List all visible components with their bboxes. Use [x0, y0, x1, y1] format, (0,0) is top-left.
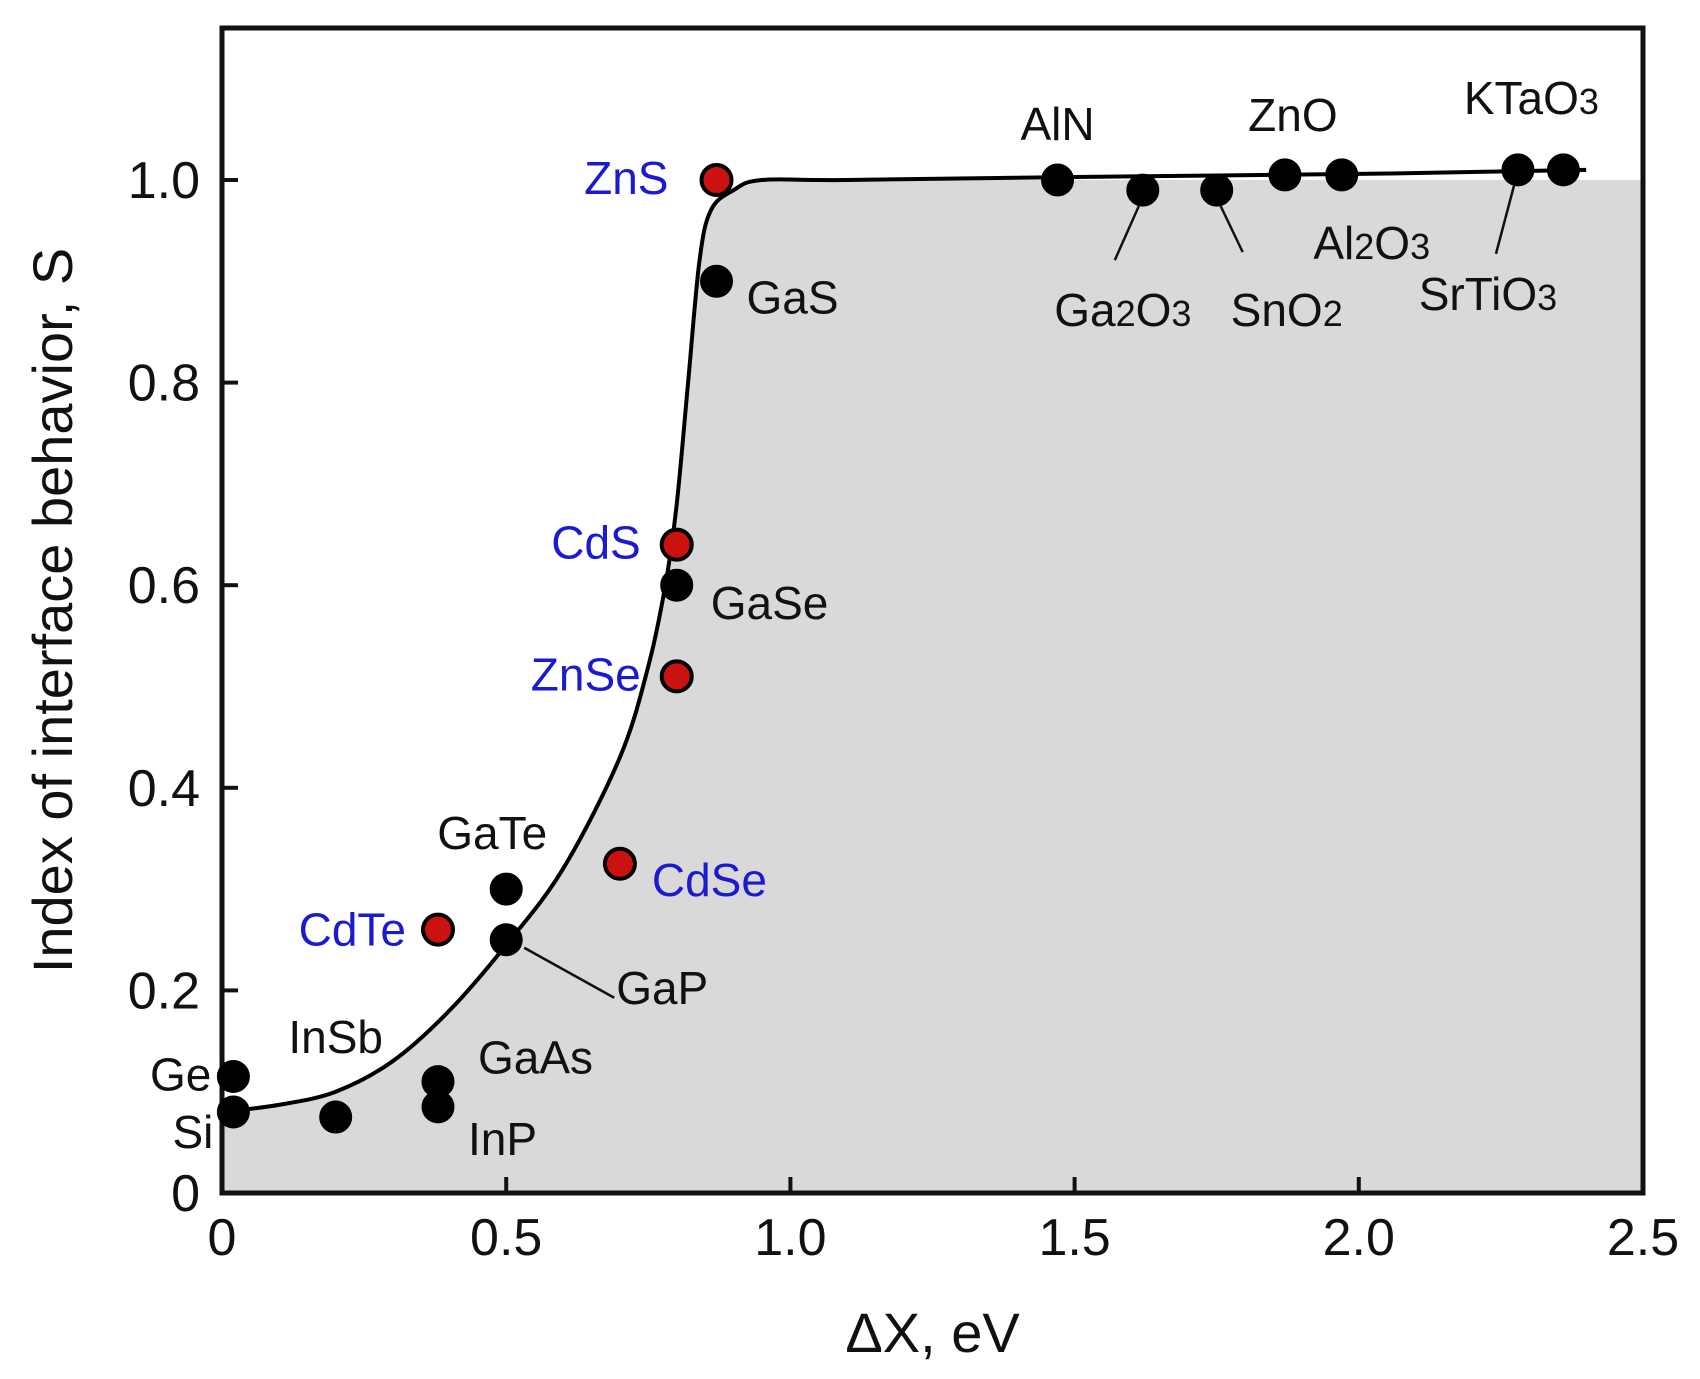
- point-gas: [700, 264, 734, 298]
- x-tick-label: 0.5: [470, 1209, 542, 1267]
- y-tick-label: 0.2: [128, 962, 200, 1020]
- x-tick-label: 2.5: [1607, 1209, 1679, 1267]
- point-cdse: [602, 846, 637, 881]
- x-axis-title: ΔX, eV: [845, 1301, 1020, 1364]
- point-ktao3: [1546, 153, 1580, 187]
- point-ga2o3: [1126, 173, 1160, 207]
- point-znse: [659, 659, 694, 694]
- point-label-gas: GaS: [747, 271, 839, 323]
- point-zns: [699, 163, 734, 197]
- point-gase: [660, 568, 694, 602]
- leader-lines-layer: [523, 185, 1516, 999]
- point-aln: [1041, 163, 1075, 197]
- point-label-cdse: CdSe: [652, 854, 767, 906]
- point-label-sno2: SnO2: [1231, 284, 1343, 336]
- data-points-layer: [216, 153, 1580, 1134]
- point-label-gaas: GaAs: [478, 1032, 593, 1084]
- point-cds: [659, 527, 694, 562]
- point-label-inp: InP: [468, 1113, 537, 1165]
- point-label-ga2o3: Ga2O3: [1054, 284, 1191, 336]
- y-tick-label: 0.4: [128, 760, 200, 818]
- point-label-gate: GaTe: [437, 807, 547, 859]
- point-label-cds: CdS: [551, 517, 640, 569]
- leader-line-gap: [523, 946, 615, 999]
- leader-line-sno2: [1219, 205, 1244, 253]
- x-tick-label: 1.0: [754, 1209, 826, 1267]
- axis-ticks-layer: 0 0.5 1.0 1.5 2.0 2.5 0 0.2 0.4 0.6 0.8 1.0: [128, 152, 1679, 1267]
- point-cdte: [420, 912, 455, 947]
- shaded-region-layer: [222, 180, 1643, 1193]
- point-srtio3: [1501, 153, 1535, 187]
- point-sno2: [1200, 173, 1234, 207]
- point-label-srtio3: SrTiO3: [1419, 268, 1557, 320]
- y-axis-title: Index of interface behavior, S: [21, 248, 84, 973]
- point-label-aln: AlN: [1020, 98, 1094, 150]
- point-label-cdte: CdTe: [299, 904, 406, 956]
- point-inp: [421, 1090, 455, 1124]
- x-tick-label: 2.0: [1323, 1209, 1395, 1267]
- plot-frame: [219, 25, 1646, 1196]
- y-tick-label: 0.8: [128, 355, 200, 413]
- point-label-ktao3: KTaO3: [1464, 72, 1599, 124]
- y-tick-label: 0: [171, 1165, 200, 1223]
- point-label-zno: ZnO: [1248, 89, 1337, 141]
- point-ge: [216, 1060, 250, 1094]
- trend-curve-layer: [221, 167, 1587, 1114]
- point-label-si: Si: [172, 1106, 213, 1158]
- y-tick-label: 1.0: [128, 152, 200, 210]
- point-al2o3: [1325, 158, 1359, 192]
- x-tick-label: 0: [208, 1209, 237, 1267]
- leader-line-srtio3: [1494, 185, 1516, 255]
- point-si: [216, 1095, 250, 1129]
- point-insb: [319, 1100, 353, 1134]
- point-label-insb: InSb: [288, 1011, 383, 1063]
- shaded-region: [222, 180, 1643, 1193]
- point-gate: [489, 872, 523, 906]
- point-label-gase: GaSe: [711, 577, 829, 629]
- y-tick-label: 0.6: [128, 557, 200, 615]
- point-label-gap: GaP: [616, 962, 708, 1014]
- point-label-zns: ZnS: [584, 152, 668, 204]
- trend-curve: [221, 167, 1587, 1114]
- point-zno: [1268, 158, 1302, 192]
- point-gap: [489, 923, 523, 957]
- point-label-ge: Ge: [150, 1049, 211, 1101]
- point-label-al2o3: Al2O3: [1313, 217, 1430, 269]
- x-tick-label: 1.5: [1038, 1209, 1110, 1267]
- leader-line-ga2o3: [1113, 205, 1140, 261]
- point-label-znse: ZnSe: [531, 648, 641, 700]
